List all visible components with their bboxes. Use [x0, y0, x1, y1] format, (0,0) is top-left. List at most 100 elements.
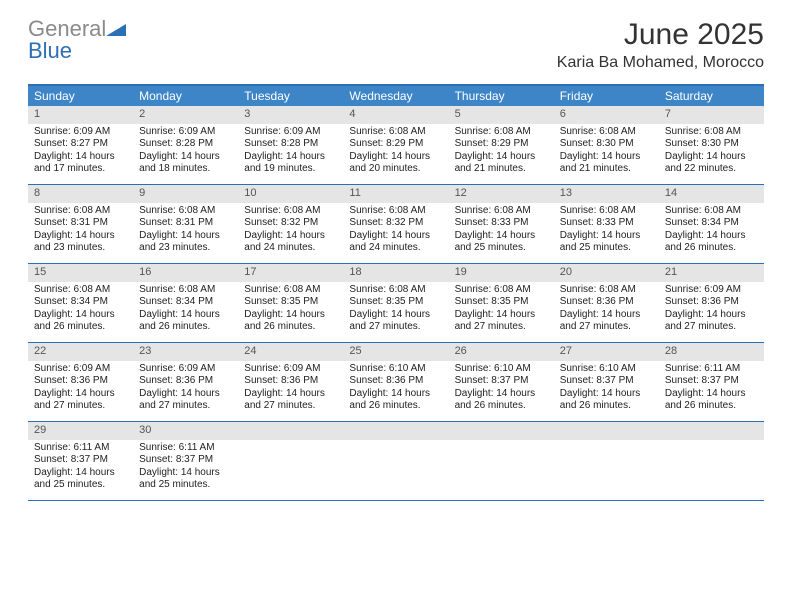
day-number: 20 [554, 264, 659, 282]
sunset-line: Sunset: 8:33 PM [560, 217, 653, 230]
day-content: Sunrise: 6:09 AMSunset: 8:28 PMDaylight:… [133, 124, 238, 180]
day-cell: 22Sunrise: 6:09 AMSunset: 8:36 PMDayligh… [28, 343, 133, 421]
sunrise-line: Sunrise: 6:10 AM [455, 363, 548, 376]
day-content: Sunrise: 6:09 AMSunset: 8:27 PMDaylight:… [28, 124, 133, 180]
day-number: 4 [343, 106, 448, 124]
logo-text-blue: Blue [28, 38, 72, 63]
sunset-line: Sunset: 8:36 PM [560, 296, 653, 309]
week-row: 8Sunrise: 6:08 AMSunset: 8:31 PMDaylight… [28, 185, 764, 264]
day-number: 10 [238, 185, 343, 203]
day-content: Sunrise: 6:09 AMSunset: 8:36 PMDaylight:… [659, 282, 764, 338]
day-cell: 8Sunrise: 6:08 AMSunset: 8:31 PMDaylight… [28, 185, 133, 263]
day-number: 16 [133, 264, 238, 282]
daylight-line: Daylight: 14 hours and 27 minutes. [665, 309, 758, 334]
day-content: Sunrise: 6:09 AMSunset: 8:36 PMDaylight:… [28, 361, 133, 417]
day-cell: . [343, 422, 448, 500]
day-content: Sunrise: 6:08 AMSunset: 8:35 PMDaylight:… [238, 282, 343, 338]
daylight-line: Daylight: 14 hours and 20 minutes. [349, 151, 442, 176]
sunset-line: Sunset: 8:31 PM [139, 217, 232, 230]
sunset-line: Sunset: 8:36 PM [34, 375, 127, 388]
sunset-line: Sunset: 8:36 PM [139, 375, 232, 388]
sunrise-line: Sunrise: 6:08 AM [349, 205, 442, 218]
day-content: Sunrise: 6:08 AMSunset: 8:32 PMDaylight:… [343, 203, 448, 259]
day-content: Sunrise: 6:08 AMSunset: 8:35 PMDaylight:… [343, 282, 448, 338]
daylight-line: Daylight: 14 hours and 23 minutes. [34, 230, 127, 255]
day-content: Sunrise: 6:08 AMSunset: 8:31 PMDaylight:… [28, 203, 133, 259]
day-number: 22 [28, 343, 133, 361]
sunrise-line: Sunrise: 6:08 AM [139, 284, 232, 297]
day-number: 29 [28, 422, 133, 440]
day-number: 28 [659, 343, 764, 361]
day-cell: 3Sunrise: 6:09 AMSunset: 8:28 PMDaylight… [238, 106, 343, 184]
sunset-line: Sunset: 8:34 PM [34, 296, 127, 309]
header: General Blue June 2025 Karia Ba Mohamed,… [0, 0, 792, 76]
day-content: Sunrise: 6:09 AMSunset: 8:28 PMDaylight:… [238, 124, 343, 180]
sunrise-line: Sunrise: 6:10 AM [560, 363, 653, 376]
day-cell: 23Sunrise: 6:09 AMSunset: 8:36 PMDayligh… [133, 343, 238, 421]
sunset-line: Sunset: 8:29 PM [349, 138, 442, 151]
day-cell: . [659, 422, 764, 500]
sunset-line: Sunset: 8:36 PM [244, 375, 337, 388]
sunrise-line: Sunrise: 6:08 AM [455, 205, 548, 218]
sunrise-line: Sunrise: 6:09 AM [34, 363, 127, 376]
day-content: Sunrise: 6:11 AMSunset: 8:37 PMDaylight:… [133, 440, 238, 496]
day-cell: 12Sunrise: 6:08 AMSunset: 8:33 PMDayligh… [449, 185, 554, 263]
day-content: Sunrise: 6:08 AMSunset: 8:30 PMDaylight:… [554, 124, 659, 180]
daylight-line: Daylight: 14 hours and 24 minutes. [349, 230, 442, 255]
day-cell: 2Sunrise: 6:09 AMSunset: 8:28 PMDaylight… [133, 106, 238, 184]
week-row: 15Sunrise: 6:08 AMSunset: 8:34 PMDayligh… [28, 264, 764, 343]
daylight-line: Daylight: 14 hours and 21 minutes. [455, 151, 548, 176]
sunset-line: Sunset: 8:29 PM [455, 138, 548, 151]
day-cell: 5Sunrise: 6:08 AMSunset: 8:29 PMDaylight… [449, 106, 554, 184]
day-content: Sunrise: 6:08 AMSunset: 8:34 PMDaylight:… [659, 203, 764, 259]
sunset-line: Sunset: 8:35 PM [349, 296, 442, 309]
day-number: 5 [449, 106, 554, 124]
day-cell: 13Sunrise: 6:08 AMSunset: 8:33 PMDayligh… [554, 185, 659, 263]
day-number: 17 [238, 264, 343, 282]
sunset-line: Sunset: 8:34 PM [139, 296, 232, 309]
daylight-line: Daylight: 14 hours and 25 minutes. [34, 467, 127, 492]
day-cell: 20Sunrise: 6:08 AMSunset: 8:36 PMDayligh… [554, 264, 659, 342]
sunrise-line: Sunrise: 6:08 AM [560, 284, 653, 297]
sunset-line: Sunset: 8:36 PM [665, 296, 758, 309]
day-number: 1 [28, 106, 133, 124]
daylight-line: Daylight: 14 hours and 26 minutes. [455, 388, 548, 413]
sunset-line: Sunset: 8:37 PM [34, 454, 127, 467]
sunrise-line: Sunrise: 6:09 AM [34, 126, 127, 139]
daylight-line: Daylight: 14 hours and 25 minutes. [455, 230, 548, 255]
day-content: Sunrise: 6:08 AMSunset: 8:34 PMDaylight:… [28, 282, 133, 338]
sunset-line: Sunset: 8:28 PM [139, 138, 232, 151]
day-content: Sunrise: 6:11 AMSunset: 8:37 PMDaylight:… [659, 361, 764, 417]
daylight-line: Daylight: 14 hours and 27 minutes. [455, 309, 548, 334]
day-cell: 16Sunrise: 6:08 AMSunset: 8:34 PMDayligh… [133, 264, 238, 342]
daylight-line: Daylight: 14 hours and 24 minutes. [244, 230, 337, 255]
day-number: 25 [343, 343, 448, 361]
sunset-line: Sunset: 8:37 PM [560, 375, 653, 388]
day-number: 9 [133, 185, 238, 203]
daylight-line: Daylight: 14 hours and 27 minutes. [349, 309, 442, 334]
sunset-line: Sunset: 8:33 PM [455, 217, 548, 230]
week-row: 1Sunrise: 6:09 AMSunset: 8:27 PMDaylight… [28, 106, 764, 185]
day-header: Wednesday [343, 86, 448, 106]
day-number: 26 [449, 343, 554, 361]
sunset-line: Sunset: 8:30 PM [560, 138, 653, 151]
daylight-line: Daylight: 14 hours and 27 minutes. [244, 388, 337, 413]
sunrise-line: Sunrise: 6:08 AM [665, 126, 758, 139]
week-row: 22Sunrise: 6:09 AMSunset: 8:36 PMDayligh… [28, 343, 764, 422]
sunset-line: Sunset: 8:34 PM [665, 217, 758, 230]
daylight-line: Daylight: 14 hours and 26 minutes. [34, 309, 127, 334]
day-number: . [343, 422, 448, 440]
day-number: . [659, 422, 764, 440]
day-cell: 10Sunrise: 6:08 AMSunset: 8:32 PMDayligh… [238, 185, 343, 263]
day-header: Monday [133, 86, 238, 106]
sunset-line: Sunset: 8:32 PM [349, 217, 442, 230]
sunset-line: Sunset: 8:28 PM [244, 138, 337, 151]
month-title: June 2025 [557, 18, 764, 52]
sunrise-line: Sunrise: 6:08 AM [455, 284, 548, 297]
daylight-line: Daylight: 14 hours and 19 minutes. [244, 151, 337, 176]
daylight-line: Daylight: 14 hours and 26 minutes. [665, 388, 758, 413]
sunrise-line: Sunrise: 6:08 AM [665, 205, 758, 218]
sunrise-line: Sunrise: 6:10 AM [349, 363, 442, 376]
day-number: 18 [343, 264, 448, 282]
day-content: Sunrise: 6:10 AMSunset: 8:36 PMDaylight:… [343, 361, 448, 417]
